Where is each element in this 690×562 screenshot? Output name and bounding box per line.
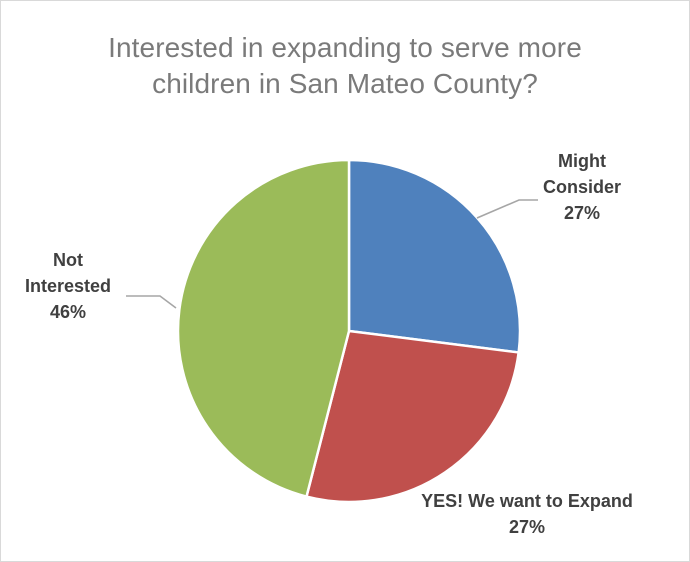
leader-line-3 <box>126 295 177 309</box>
slice-category-label: Might <box>558 151 606 171</box>
leader-lines <box>126 199 538 309</box>
slice-category-label: Interested <box>25 276 111 296</box>
slice-category-label: YES! We want to Expand <box>421 491 633 511</box>
leader-line-1 <box>476 199 538 219</box>
slice-label-2: YES! We want to Expand 27% <box>421 491 633 537</box>
slice-percent-label: 27% <box>564 203 600 223</box>
pie-slice-2 <box>305 329 520 504</box>
slice-label-1: Might Consider 27% <box>543 151 621 223</box>
pie-slices <box>176 158 522 504</box>
chart-title: Interested in expanding to serve more ch… <box>108 32 582 99</box>
data-labels: Might Consider 27% YES! We want to Expand 27… <box>25 151 633 537</box>
pie-slice-1 <box>347 158 522 354</box>
slice-label-3: Not Interested 46% <box>25 250 111 322</box>
slice-category-label: Consider <box>543 177 621 197</box>
slice-category-label: Not <box>53 250 83 270</box>
pie-slice-3 <box>176 158 351 498</box>
slice-percent-label: 46% <box>50 302 86 322</box>
slice-percent-label: 27% <box>509 517 545 537</box>
